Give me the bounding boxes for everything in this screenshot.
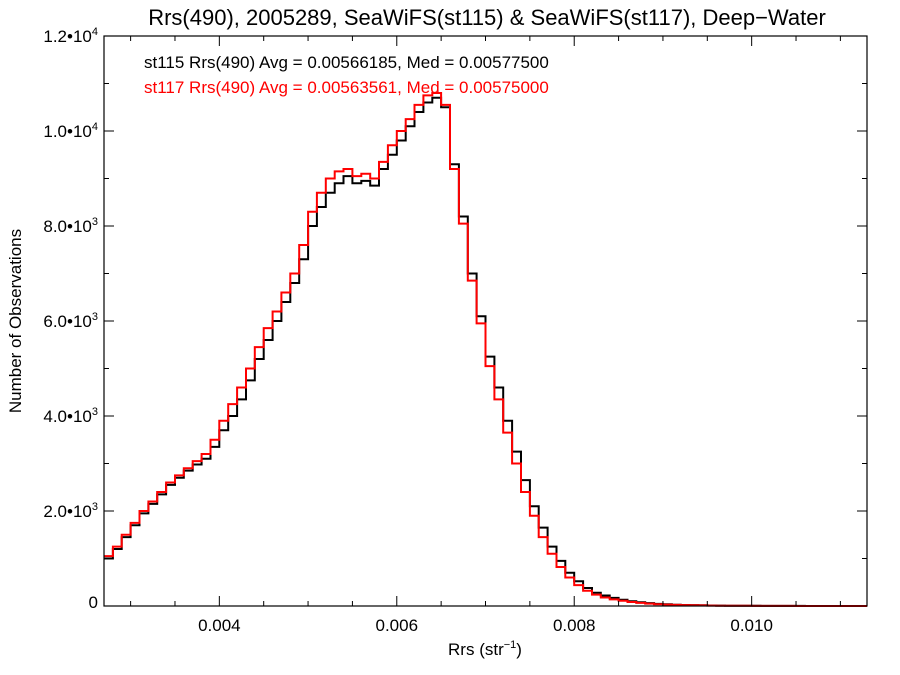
x-tick-label: 0.008 [553, 616, 596, 635]
y-tick-label: 2.0•103 [43, 501, 98, 521]
x-tick-label: 0.010 [730, 616, 773, 635]
x-tick-label: 0.004 [198, 616, 241, 635]
series-line-2 [104, 92, 867, 607]
y-tick-label: 6.0•103 [43, 311, 98, 331]
ticks-layer: 0.004 0.006 0.008 0.010 0 2.0•103 4.0•103 6.0•1… [43, 26, 867, 635]
x-tick-label: 0.006 [376, 616, 419, 635]
y-axis-label: Number of Observations [6, 229, 25, 413]
y-tick-label: 1.2•104 [43, 26, 98, 46]
y-tick-label: 1.0•104 [43, 121, 98, 141]
series-layer [104, 92, 867, 607]
y-tick-label: 0 [89, 593, 98, 612]
x-axis-label: Rrs (str−1) [448, 639, 522, 659]
legend-entry-st115: st115 Rrs(490) Avg = 0.00566185, Med = 0… [144, 53, 549, 72]
y-tick-label: 8.0•103 [43, 216, 98, 236]
legend-entry-st117: st117 Rrs(490) Avg = 0.00563561, Med = 0… [144, 78, 549, 97]
y-tick-label: 4.0•103 [43, 406, 98, 426]
chart-title: Rrs(490), 2005289, SeaWiFS(st115) & SeaW… [148, 5, 826, 30]
